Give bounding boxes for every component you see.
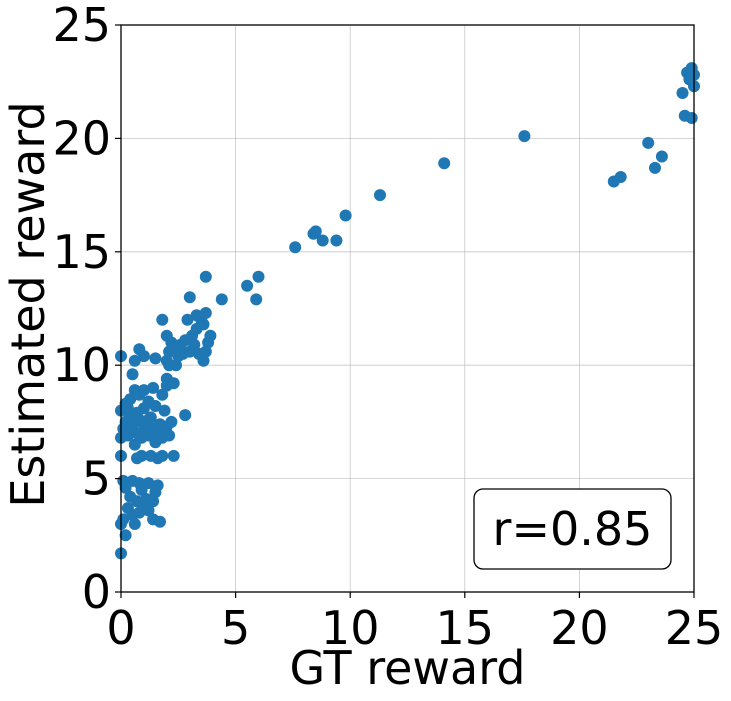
data-point: [117, 513, 130, 526]
x-tick-label: 20: [550, 601, 609, 655]
data-point: [215, 293, 228, 306]
data-point: [154, 515, 166, 528]
data-point: [128, 518, 141, 530]
data-point: [149, 400, 162, 412]
data-point: [160, 372, 173, 385]
data-point: [167, 449, 180, 462]
data-point: [156, 313, 169, 326]
data-point: [289, 241, 302, 254]
data-point: [126, 368, 139, 381]
data-point: [241, 279, 254, 292]
data-point: [438, 157, 451, 170]
y-tick-label: 25: [52, 0, 111, 52]
x-tick-label: 5: [221, 601, 250, 655]
plot-frame: [120, 24, 695, 593]
tick-labels: 0 5 10 15 20 25 0 5 10 15 20 25: [52, 0, 723, 655]
data-point: [119, 529, 132, 542]
data-point: [642, 136, 655, 149]
correlation-annotation: r=0.85: [473, 488, 672, 570]
data-point: [149, 352, 162, 365]
data-point: [199, 307, 212, 319]
data-point: [165, 415, 178, 428]
data-point: [685, 112, 698, 124]
data-point: [124, 393, 137, 406]
data-points: [115, 62, 700, 560]
x-tick-label: 0: [106, 601, 135, 655]
data-point: [518, 130, 531, 143]
data-point: [309, 225, 322, 238]
data-point: [137, 350, 150, 363]
data-point: [131, 452, 143, 465]
data-point: [156, 388, 169, 401]
data-point: [676, 87, 689, 99]
data-point: [142, 413, 155, 426]
data-point: [181, 313, 194, 326]
data-point: [252, 270, 265, 283]
y-tick-label: 20: [52, 111, 111, 165]
data-point: [151, 479, 164, 492]
y-tick-label: 0: [82, 565, 111, 619]
data-point: [197, 318, 210, 331]
y-tick-label: 15: [52, 225, 111, 279]
data-point: [128, 354, 141, 367]
data-point: [147, 381, 160, 394]
data-point: [339, 209, 352, 222]
x-tick-label: 10: [321, 601, 380, 655]
data-point: [199, 270, 212, 283]
data-point: [250, 293, 263, 306]
data-point: [649, 161, 661, 174]
data-point: [176, 347, 189, 360]
y-axis-label: Estimated reward: [1, 101, 55, 507]
data-point: [188, 338, 201, 351]
x-tick-label: 25: [665, 601, 724, 655]
data-point: [204, 329, 217, 342]
data-point: [142, 504, 155, 517]
data-point: [121, 402, 134, 415]
data-point: [149, 422, 162, 435]
data-point: [156, 449, 169, 462]
data-point: [374, 189, 386, 202]
y-tick-label: 5: [82, 452, 111, 506]
data-point: [131, 495, 143, 508]
data-point: [131, 406, 143, 419]
data-point: [158, 404, 171, 417]
data-point: [197, 354, 210, 367]
data-point: [190, 309, 203, 322]
data-point: [330, 234, 343, 247]
annotation-box: [473, 488, 672, 570]
data-point: [121, 429, 134, 442]
data-point: [655, 150, 668, 163]
data-point: [117, 474, 130, 487]
data-point: [614, 171, 627, 183]
data-point: [147, 495, 160, 508]
data-point: [163, 429, 176, 442]
y-tick-label: 10: [52, 338, 111, 392]
data-point: [179, 409, 192, 422]
correlation-label: r=0.85: [493, 502, 653, 556]
data-point: [163, 359, 176, 372]
data-point: [142, 477, 155, 490]
data-point: [133, 506, 146, 519]
data-point: [183, 291, 196, 304]
x-axis-label: GT reward: [289, 641, 525, 695]
data-point: [137, 384, 150, 397]
data-point: [133, 477, 146, 490]
data-point: [160, 329, 173, 342]
data-point: [199, 345, 212, 358]
data-point: [316, 234, 329, 247]
x-tick-label: 15: [436, 601, 495, 655]
